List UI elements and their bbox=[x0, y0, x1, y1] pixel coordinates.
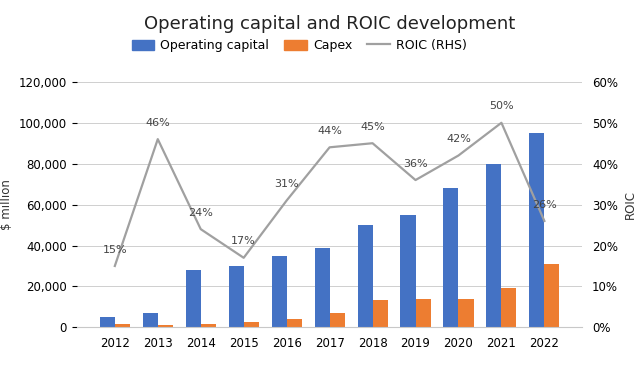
ROIC (RHS) bbox=[497, 121, 505, 125]
Bar bbox=[287, 319, 301, 327]
Text: 42%: 42% bbox=[446, 134, 471, 144]
Text: 26%: 26% bbox=[532, 199, 557, 209]
ROIC (RHS) bbox=[326, 145, 333, 150]
Text: 31%: 31% bbox=[275, 179, 299, 189]
Bar bbox=[228, 266, 244, 327]
Bar bbox=[529, 133, 545, 327]
ROIC (RHS) bbox=[111, 264, 118, 268]
Text: 50%: 50% bbox=[489, 101, 514, 111]
Legend: Operating capital, Capex, ROIC (RHS): Operating capital, Capex, ROIC (RHS) bbox=[127, 34, 472, 57]
ROIC (RHS) bbox=[369, 141, 376, 145]
ROIC (RHS) bbox=[283, 198, 291, 203]
Bar bbox=[143, 313, 158, 327]
Bar bbox=[100, 317, 115, 327]
Bar bbox=[315, 248, 330, 327]
Bar bbox=[330, 314, 344, 327]
Bar bbox=[372, 300, 388, 327]
Bar bbox=[415, 299, 431, 327]
Bar bbox=[201, 324, 216, 327]
Bar bbox=[501, 289, 516, 327]
Bar bbox=[545, 264, 559, 327]
Text: 15%: 15% bbox=[102, 244, 127, 254]
Bar bbox=[444, 188, 458, 327]
Bar bbox=[486, 164, 501, 327]
Y-axis label: $ million: $ million bbox=[0, 179, 13, 230]
ROIC (RHS) bbox=[154, 137, 162, 141]
Text: 46%: 46% bbox=[145, 118, 170, 128]
ROIC (RHS) bbox=[412, 178, 419, 182]
ROIC (RHS) bbox=[541, 219, 548, 223]
Text: 45%: 45% bbox=[360, 122, 385, 132]
Bar bbox=[244, 322, 259, 327]
Text: 44%: 44% bbox=[317, 126, 342, 136]
Bar bbox=[186, 270, 201, 327]
Y-axis label: ROIC: ROIC bbox=[623, 190, 637, 219]
ROIC (RHS) bbox=[454, 153, 462, 158]
ROIC (RHS) bbox=[240, 256, 248, 260]
Text: 17%: 17% bbox=[231, 236, 256, 246]
Line: ROIC (RHS): ROIC (RHS) bbox=[115, 123, 545, 266]
Bar bbox=[271, 256, 287, 327]
Bar bbox=[458, 299, 474, 327]
Bar bbox=[401, 215, 415, 327]
Text: 36%: 36% bbox=[403, 158, 428, 169]
Title: Operating capital and ROIC development: Operating capital and ROIC development bbox=[144, 15, 515, 33]
ROIC (RHS) bbox=[197, 227, 205, 231]
Bar bbox=[115, 324, 130, 327]
Text: 24%: 24% bbox=[188, 208, 213, 218]
Bar bbox=[358, 225, 372, 327]
Bar bbox=[158, 325, 173, 327]
